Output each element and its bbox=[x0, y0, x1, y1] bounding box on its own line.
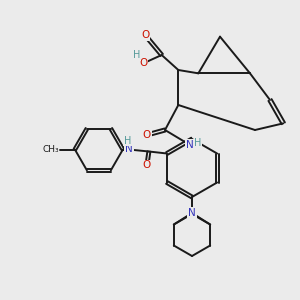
Text: O: O bbox=[139, 58, 148, 68]
Text: O: O bbox=[143, 160, 151, 170]
Text: N: N bbox=[188, 208, 196, 218]
Text: O: O bbox=[141, 30, 149, 40]
Text: N: N bbox=[125, 145, 133, 154]
Text: CH₃: CH₃ bbox=[42, 145, 59, 154]
Text: H: H bbox=[133, 50, 140, 60]
Text: N: N bbox=[186, 140, 194, 150]
Text: O: O bbox=[142, 130, 151, 140]
Text: H: H bbox=[124, 136, 132, 146]
Text: H: H bbox=[194, 138, 202, 148]
